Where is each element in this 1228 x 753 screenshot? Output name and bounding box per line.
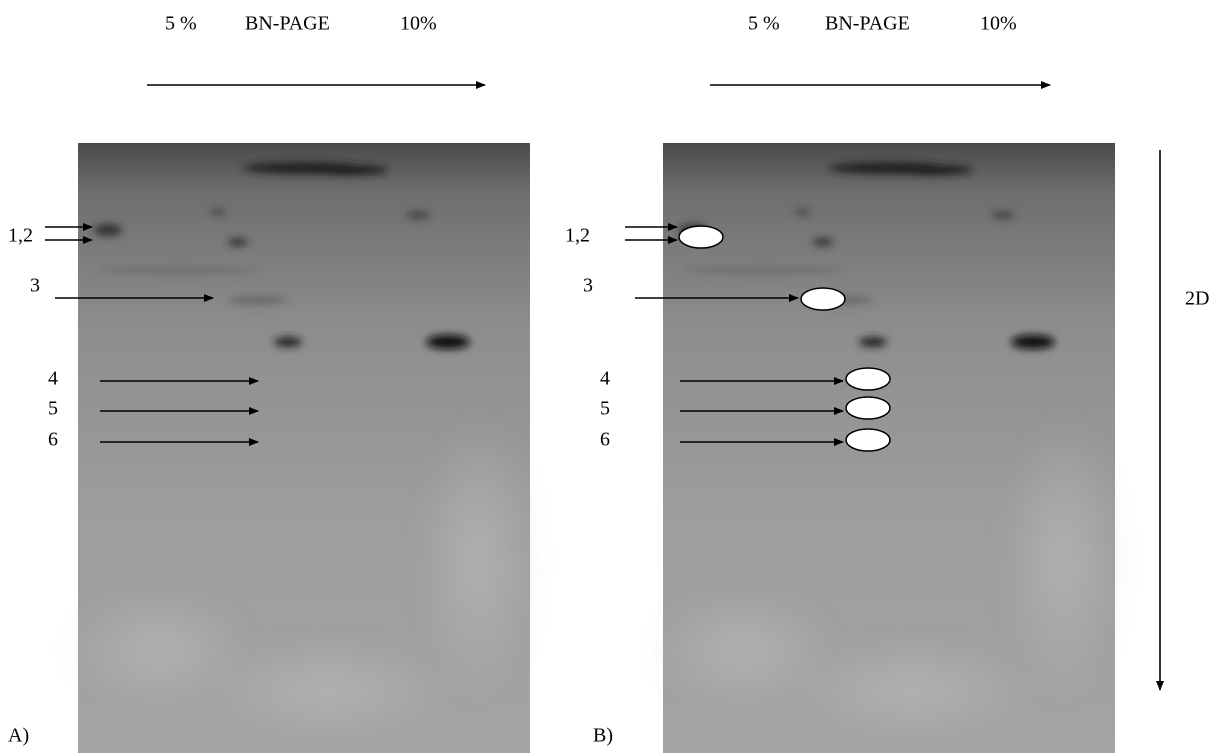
marker-label: 6 [48, 429, 58, 451]
gel-band [98, 267, 258, 273]
gel-band [94, 224, 122, 236]
marker-label: 4 [48, 368, 58, 390]
panel-label: B) [593, 725, 613, 747]
header-low: 5 % [165, 13, 197, 35]
gel-band [274, 337, 302, 347]
header-high: 10% [980, 13, 1017, 35]
header-low: 5 % [748, 13, 780, 35]
spot-marker [846, 368, 890, 390]
panel-label: A) [8, 725, 29, 747]
marker-label: 1,2 [565, 225, 590, 247]
marker-label: 1,2 [8, 225, 33, 247]
content: 5 % BN-PAGE 10% 1,2 3 4 5 6 A) 5 % BN-PAGE 10% 1,2 3 4… [8, 13, 1123, 753]
gel-light-area [653, 590, 833, 710]
gel-band [308, 165, 388, 175]
figure: 5 % BN-PAGE 10% 1,2 3 4 5 6 A) 5 % BN-PAGE 10% 1,2 3 4… [0, 0, 1228, 753]
gel-band [210, 209, 226, 215]
gel-band [893, 165, 973, 175]
gel-band [426, 335, 470, 349]
gel-band [683, 267, 843, 273]
gel-band [228, 238, 248, 246]
panel: 5 % BN-PAGE 10% 1,2 3 4 5 6 B) [565, 13, 1123, 753]
gel-light-area [1003, 420, 1123, 700]
spot-marker [846, 397, 890, 419]
gel-band [795, 209, 811, 215]
gel-band [1011, 335, 1055, 349]
gel-band [228, 296, 288, 304]
marker-label: 5 [600, 398, 610, 420]
gel-band [406, 211, 430, 219]
panel: 5 % BN-PAGE 10% 1,2 3 4 5 6 A) [8, 13, 538, 753]
header-title: BN-PAGE [245, 13, 330, 35]
gel-band [859, 337, 887, 347]
marker-label: 5 [48, 398, 58, 420]
spot-marker [846, 429, 890, 451]
header-high: 10% [400, 13, 437, 35]
marker-label: 3 [30, 275, 40, 297]
spot-marker [801, 288, 845, 310]
gel-band [991, 211, 1015, 219]
marker-label: 3 [583, 275, 593, 297]
axis-label: 2D [1185, 288, 1209, 310]
gel-band [813, 238, 833, 246]
marker-label: 6 [600, 429, 610, 451]
gel-light-area [418, 420, 538, 700]
marker-label: 4 [600, 368, 610, 390]
header-title: BN-PAGE [825, 13, 910, 35]
gel-light-area [68, 590, 248, 710]
spot-marker [679, 226, 723, 248]
